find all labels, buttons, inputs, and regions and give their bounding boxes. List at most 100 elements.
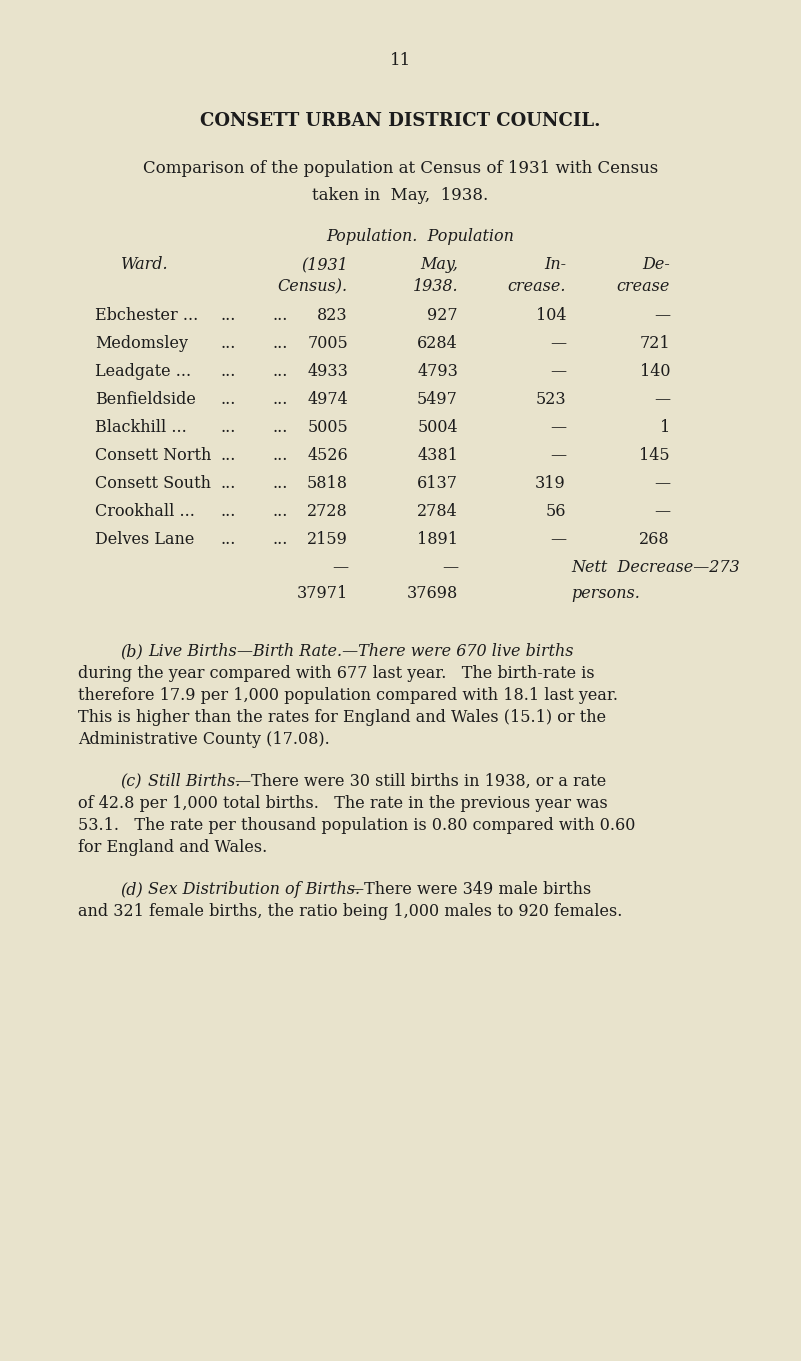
Text: during the year compared with 677 last year.   The birth-rate is: during the year compared with 677 last y…	[78, 666, 594, 682]
Text: —: —	[332, 559, 348, 576]
Text: Delves Lane: Delves Lane	[95, 531, 195, 548]
Text: 6284: 6284	[417, 335, 458, 352]
Text: ...: ...	[272, 308, 288, 324]
Text: 721: 721	[639, 335, 670, 352]
Text: 319: 319	[535, 475, 566, 491]
Text: Ward.: Ward.	[121, 256, 169, 274]
Text: May,: May,	[421, 256, 458, 274]
Text: Live Births: Live Births	[148, 642, 237, 660]
Text: —There were 349 male births: —There were 349 male births	[348, 881, 591, 898]
Text: 11: 11	[390, 52, 411, 69]
Text: of 42.8 per 1,000 total births.   The rate in the previous year was: of 42.8 per 1,000 total births. The rate…	[78, 795, 608, 813]
Text: crease.: crease.	[508, 278, 566, 295]
Text: —: —	[549, 419, 566, 436]
Text: —: —	[549, 531, 566, 548]
Text: Consett North: Consett North	[95, 446, 211, 464]
Text: 56: 56	[545, 504, 566, 520]
Text: ...: ...	[220, 308, 235, 324]
Text: Administrative County (17.08).: Administrative County (17.08).	[78, 731, 330, 749]
Text: Nett  Decrease—273: Nett Decrease—273	[571, 559, 739, 576]
Text: 4933: 4933	[307, 363, 348, 380]
Text: for England and Wales.: for England and Wales.	[78, 838, 268, 856]
Text: 523: 523	[535, 391, 566, 408]
Text: and 321 female births, the ratio being 1,000 males to 920 females.: and 321 female births, the ratio being 1…	[78, 902, 622, 920]
Text: ...: ...	[220, 419, 235, 436]
Text: De-: De-	[642, 256, 670, 274]
Text: CONSETT URBAN DISTRICT COUNCIL.: CONSETT URBAN DISTRICT COUNCIL.	[200, 112, 601, 131]
Text: ...: ...	[220, 504, 235, 520]
Text: 1891: 1891	[417, 531, 458, 548]
Text: (c): (c)	[120, 773, 142, 789]
Text: (b): (b)	[120, 642, 143, 660]
Text: ...: ...	[272, 391, 288, 408]
Text: 5497: 5497	[417, 391, 458, 408]
Text: (1931: (1931	[301, 256, 348, 274]
Text: 5005: 5005	[308, 419, 348, 436]
Text: 2159: 2159	[307, 531, 348, 548]
Text: 4526: 4526	[308, 446, 348, 464]
Text: crease: crease	[617, 278, 670, 295]
Text: taken in  May,  1938.: taken in May, 1938.	[312, 186, 489, 204]
Text: Sex Distribution of Births.: Sex Distribution of Births.	[148, 881, 360, 898]
Text: —: —	[654, 391, 670, 408]
Text: 145: 145	[639, 446, 670, 464]
Text: ...: ...	[220, 363, 235, 380]
Text: Ebchester ...: Ebchester ...	[95, 308, 199, 324]
Text: ...: ...	[272, 363, 288, 380]
Text: —: —	[654, 504, 670, 520]
Text: Benfieldside: Benfieldside	[95, 391, 196, 408]
Text: 4793: 4793	[417, 363, 458, 380]
Text: 7005: 7005	[308, 335, 348, 352]
Text: ...: ...	[220, 531, 235, 548]
Text: therefore 17.9 per 1,000 population compared with 18.1 last year.: therefore 17.9 per 1,000 population comp…	[78, 687, 618, 704]
Text: 5004: 5004	[417, 419, 458, 436]
Text: Population.  Population: Population. Population	[327, 229, 514, 245]
Text: Medomsley: Medomsley	[95, 335, 188, 352]
Text: 4381: 4381	[417, 446, 458, 464]
Text: ...: ...	[272, 475, 288, 491]
Text: 53.1.   The rate per thousand population is 0.80 compared with 0.60: 53.1. The rate per thousand population i…	[78, 817, 635, 834]
Text: —: —	[549, 363, 566, 380]
Text: ...: ...	[272, 335, 288, 352]
Text: ...: ...	[220, 335, 235, 352]
Text: persons.: persons.	[571, 585, 640, 602]
Text: —Birth Rate.—There were 670 live births: —Birth Rate.—There were 670 live births	[237, 642, 574, 660]
Text: ...: ...	[272, 504, 288, 520]
Text: —There were 30 still births in 1938, or a rate: —There were 30 still births in 1938, or …	[235, 773, 606, 789]
Text: ...: ...	[272, 531, 288, 548]
Text: In-: In-	[544, 256, 566, 274]
Text: Leadgate ...: Leadgate ...	[95, 363, 191, 380]
Text: 140: 140	[639, 363, 670, 380]
Text: —: —	[442, 559, 458, 576]
Text: Census).: Census).	[278, 278, 348, 295]
Text: —: —	[549, 335, 566, 352]
Text: Still Births.: Still Births.	[148, 773, 240, 789]
Text: 1: 1	[660, 419, 670, 436]
Text: ...: ...	[220, 391, 235, 408]
Text: 1938.: 1938.	[413, 278, 458, 295]
Text: ...: ...	[272, 446, 288, 464]
Text: Comparison of the population at Census of 1931 with Census: Comparison of the population at Census o…	[143, 161, 658, 177]
Text: —: —	[654, 475, 670, 491]
Text: 104: 104	[536, 308, 566, 324]
Text: This is higher than the rates for England and Wales (15.1) or the: This is higher than the rates for Englan…	[78, 709, 606, 725]
Text: —: —	[654, 308, 670, 324]
Text: 37698: 37698	[407, 585, 458, 602]
Text: ...: ...	[220, 475, 235, 491]
Text: Consett South: Consett South	[95, 475, 211, 491]
Text: (d): (d)	[120, 881, 143, 898]
Text: 5818: 5818	[307, 475, 348, 491]
Text: Blackhill ...: Blackhill ...	[95, 419, 187, 436]
Text: 823: 823	[317, 308, 348, 324]
Text: ...: ...	[272, 419, 288, 436]
Text: 268: 268	[639, 531, 670, 548]
Text: 4974: 4974	[308, 391, 348, 408]
Text: ...: ...	[220, 446, 235, 464]
Text: 6137: 6137	[417, 475, 458, 491]
Text: 927: 927	[428, 308, 458, 324]
Text: 2784: 2784	[417, 504, 458, 520]
Text: 37971: 37971	[296, 585, 348, 602]
Text: 2728: 2728	[308, 504, 348, 520]
Text: —: —	[549, 446, 566, 464]
Text: Crookhall ...: Crookhall ...	[95, 504, 195, 520]
